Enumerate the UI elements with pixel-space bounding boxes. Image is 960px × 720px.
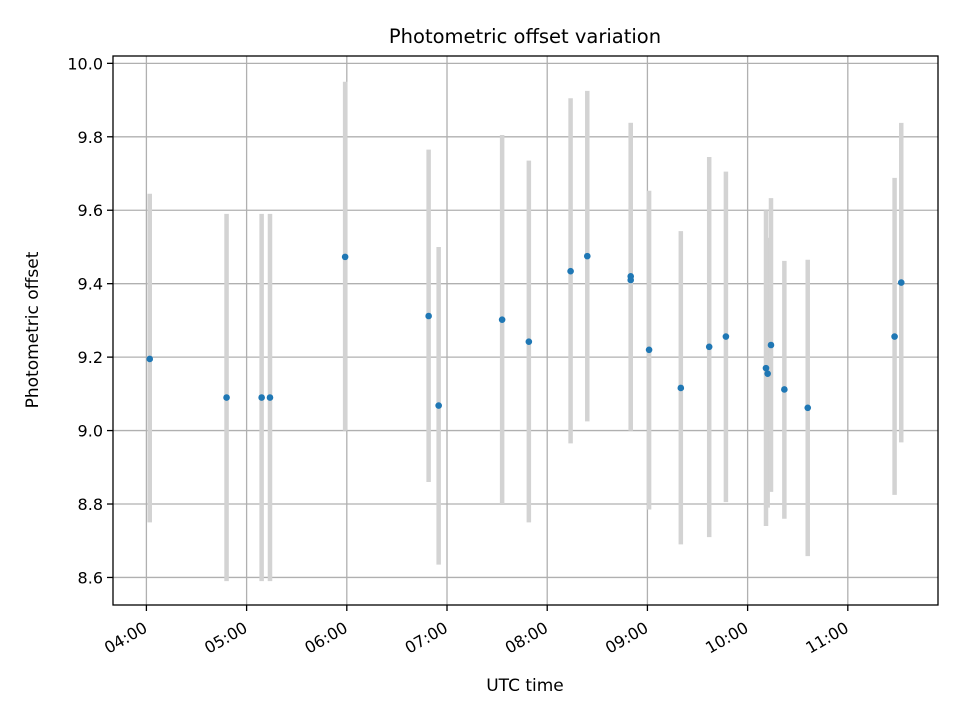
y-tick-label: 10.0 xyxy=(67,54,103,73)
data-point xyxy=(898,279,905,286)
data-point xyxy=(146,356,153,363)
y-tick-label: 8.6 xyxy=(78,568,103,587)
data-point xyxy=(258,394,265,401)
data-point xyxy=(706,344,713,351)
data-point xyxy=(526,338,533,345)
error-bars xyxy=(150,82,902,581)
plot-frame xyxy=(113,56,938,605)
data-point xyxy=(646,346,653,353)
y-tick-label: 9.6 xyxy=(78,201,103,220)
x-tick-label: 04:00 xyxy=(101,618,150,658)
data-point xyxy=(768,342,775,349)
y-tick-label: 9.2 xyxy=(78,348,103,367)
data-point xyxy=(435,402,442,409)
data-point xyxy=(764,370,771,377)
data-point xyxy=(425,313,432,320)
x-axis-ticks: 04:00 05:00 06:00 07:00 08:00 09:00 10:00 11:00 xyxy=(101,605,852,658)
y-axis-ticks: 8.6 8.8 9.0 9.2 9.4 9.6 9.8 10.0 xyxy=(67,54,113,587)
y-tick-label: 8.8 xyxy=(78,495,103,514)
x-tick-label: 06:00 xyxy=(301,618,350,658)
data-point xyxy=(723,333,730,340)
y-axis-label: Photometric offset xyxy=(23,251,43,408)
x-tick-label: 09:00 xyxy=(602,618,651,658)
x-tick-label: 05:00 xyxy=(201,618,250,658)
x-tick-label: 08:00 xyxy=(502,618,551,658)
x-axis-label: UTC time xyxy=(486,676,564,696)
data-point xyxy=(223,394,230,401)
y-tick-label: 9.0 xyxy=(78,422,103,441)
data-point xyxy=(342,254,349,261)
chart-title: Photometric offset variation xyxy=(389,25,661,48)
data-point xyxy=(891,333,898,340)
x-tick-label: 10:00 xyxy=(702,618,751,658)
data-point xyxy=(567,268,574,275)
y-tick-label: 9.4 xyxy=(78,275,103,294)
data-point xyxy=(781,386,788,393)
grid-lines xyxy=(113,56,938,605)
y-tick-label: 9.8 xyxy=(78,128,103,147)
data-point xyxy=(627,277,634,284)
x-tick-label: 11:00 xyxy=(802,618,851,658)
data-point xyxy=(678,385,685,392)
data-point xyxy=(267,394,274,401)
data-point xyxy=(499,316,506,323)
data-point xyxy=(804,405,811,412)
data-point xyxy=(584,253,591,260)
x-tick-label: 07:00 xyxy=(402,618,451,658)
